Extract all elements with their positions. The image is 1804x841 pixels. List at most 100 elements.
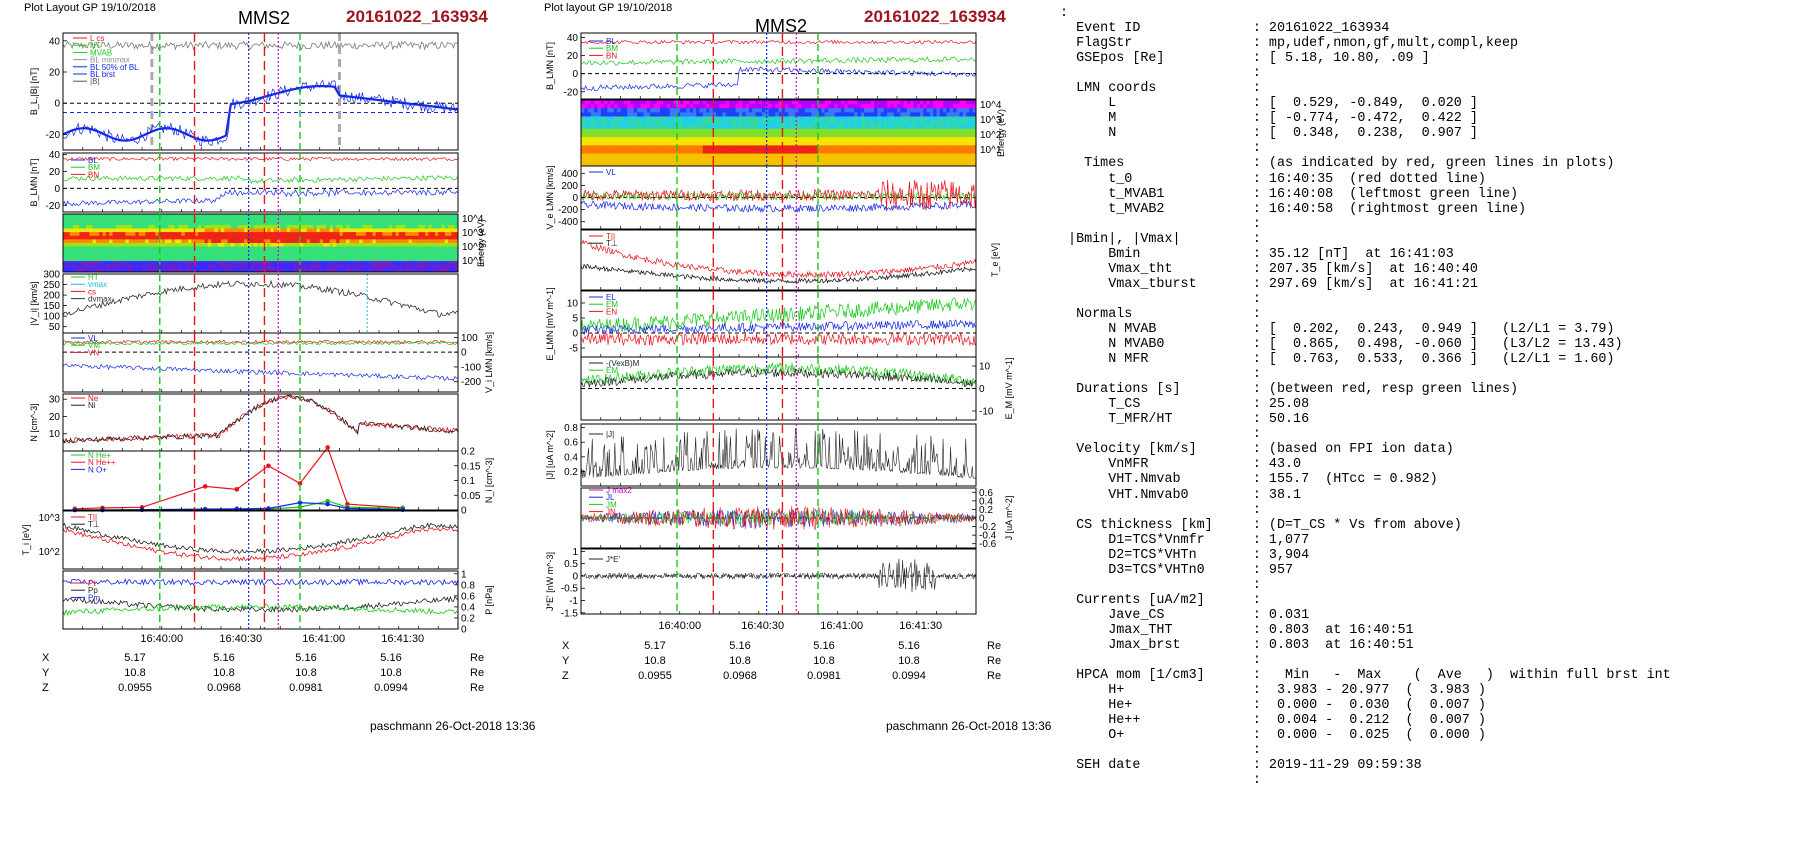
spectrogram-cell bbox=[847, 112, 852, 117]
spectrogram-cell bbox=[771, 108, 776, 113]
spectrogram-cell bbox=[263, 250, 268, 255]
spectrogram-cell bbox=[587, 128, 592, 134]
spectrogram-cell bbox=[745, 100, 750, 105]
spectrogram-cell bbox=[375, 217, 380, 222]
spectrogram-cell bbox=[286, 243, 291, 247]
spectrogram-cell bbox=[617, 161, 621, 167]
spectrogram-cell bbox=[168, 214, 172, 218]
spectrogram-cell bbox=[425, 264, 429, 269]
spectrogram-cell bbox=[402, 217, 406, 222]
spectrogram-cell bbox=[260, 232, 265, 237]
spectrogram-cell bbox=[910, 161, 914, 167]
b-legend-label: BL brst bbox=[90, 70, 116, 79]
y-tick-label: -200 bbox=[558, 205, 578, 216]
spectrogram-cell bbox=[890, 153, 895, 159]
spectrogram-cell bbox=[804, 112, 809, 117]
spectrogram-cell bbox=[854, 112, 858, 117]
spectrogram-cell bbox=[752, 153, 756, 159]
spectrogram-cell bbox=[610, 124, 615, 130]
spectrogram-cell bbox=[109, 232, 113, 237]
spectrogram-cell bbox=[174, 253, 179, 258]
spectrogram-cell bbox=[870, 157, 875, 163]
spectrogram-cell bbox=[174, 246, 179, 251]
spectrogram-cell bbox=[79, 257, 84, 262]
spectrogram-cell bbox=[362, 221, 367, 226]
spectrogram-cell bbox=[844, 157, 848, 163]
spectrogram-cell bbox=[425, 235, 429, 240]
spectrogram-cell bbox=[326, 235, 330, 240]
spectrogram-cell bbox=[425, 253, 429, 258]
spectrogram-cell bbox=[402, 246, 406, 251]
spectrogram-cell bbox=[352, 232, 357, 237]
spectrogram-cell bbox=[768, 161, 773, 167]
spectrogram-cell bbox=[319, 243, 324, 247]
spectrogram-cell bbox=[617, 128, 621, 134]
spectrogram-cell bbox=[178, 243, 182, 247]
spectrogram-cell bbox=[663, 149, 667, 154]
spectrogram-cell bbox=[768, 112, 773, 117]
spectrogram-cell bbox=[676, 145, 681, 150]
spectrogram-cell bbox=[607, 161, 611, 167]
spectrogram-cell bbox=[300, 264, 304, 269]
info-line: D1=TCS*Vnmfr : 1,077 bbox=[1060, 532, 1310, 548]
spectrogram-cell bbox=[138, 253, 143, 258]
spectrogram-cell bbox=[372, 224, 377, 229]
spectrogram-cell bbox=[722, 157, 727, 163]
spectrogram-cell bbox=[283, 217, 288, 222]
spectrogram-cell bbox=[105, 257, 110, 262]
spectrogram-cell bbox=[454, 217, 459, 222]
spectrogram-cell bbox=[267, 239, 271, 244]
spectrogram-cell bbox=[722, 141, 727, 146]
spectrogram-cell bbox=[831, 120, 835, 126]
spectrogram-cell bbox=[346, 253, 350, 258]
spectrogram-cell bbox=[834, 116, 839, 121]
spectrogram-cell bbox=[666, 133, 671, 138]
spectrogram-cell bbox=[214, 217, 219, 222]
spectrogram-cell bbox=[640, 149, 644, 154]
spectrogram-cell bbox=[119, 239, 123, 244]
spectrogram-cell bbox=[155, 246, 159, 251]
spectrogram-cell bbox=[679, 116, 684, 121]
spectrogram-cell bbox=[191, 228, 196, 233]
spectrogram-cell bbox=[448, 232, 452, 237]
spectrogram-cell bbox=[633, 145, 638, 150]
y-tick-label: -0.6 bbox=[979, 539, 997, 550]
spectrogram-cell bbox=[949, 124, 954, 130]
spectrogram-cell bbox=[929, 120, 934, 126]
spectrogram-cell bbox=[864, 149, 868, 154]
spectrogram-cell bbox=[804, 124, 809, 130]
spectrogram-cell bbox=[408, 224, 413, 229]
spectrogram-cell bbox=[142, 257, 146, 262]
spectrogram-cell bbox=[198, 228, 202, 233]
spectrogram-cell bbox=[910, 157, 914, 163]
spectrogram-cell bbox=[395, 246, 400, 251]
spectrogram-cell bbox=[244, 253, 248, 258]
spectrogram-cell bbox=[102, 224, 107, 229]
spectrogram-cell bbox=[244, 246, 248, 251]
spectrogram-cell bbox=[332, 268, 337, 273]
spectrogram-cell bbox=[732, 141, 737, 146]
spectrogram-cell bbox=[349, 261, 354, 266]
bl-series bbox=[62, 156, 459, 162]
spectrogram-cell bbox=[369, 257, 373, 262]
spectrogram-cell bbox=[808, 157, 812, 163]
spectrogram-cell bbox=[135, 232, 140, 237]
spectrogram-cell bbox=[646, 153, 651, 159]
spectrogram-cell bbox=[405, 253, 409, 258]
spectrogram-cell bbox=[627, 104, 631, 109]
spectrogram-cell bbox=[706, 137, 710, 142]
spectrogram-cell bbox=[936, 124, 941, 130]
blmn-legend-label: BL bbox=[88, 156, 98, 165]
spectrogram-cell bbox=[356, 217, 360, 222]
spectrogram-cell bbox=[916, 141, 921, 146]
n-legend-label: Ne bbox=[88, 394, 99, 403]
spectrogram-cell bbox=[719, 157, 723, 163]
spectrogram-cell bbox=[610, 112, 615, 117]
info-line: t_0 : 16:40:35 (red dotted line) bbox=[1060, 171, 1486, 187]
spectrogram-cell bbox=[171, 250, 176, 255]
spectrogram-cell bbox=[72, 224, 77, 229]
y-tick-label: 0.4 bbox=[979, 496, 993, 507]
spectrogram-cell bbox=[906, 137, 911, 142]
spectrogram-cell bbox=[834, 161, 839, 167]
spectrogram-cell bbox=[706, 157, 710, 163]
